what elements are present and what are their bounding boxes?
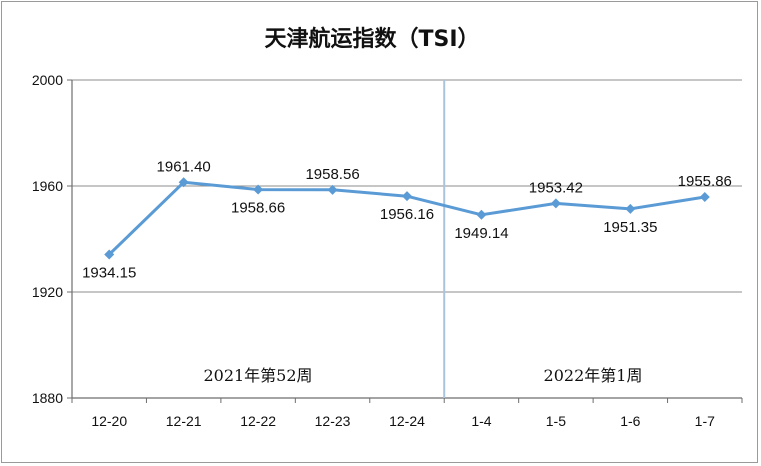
gridlines bbox=[72, 79, 742, 293]
period-label-2021-w52: 2021年第52周 bbox=[203, 366, 312, 385]
chart-title: 天津航运指数（TSI） bbox=[264, 26, 479, 52]
data-label-12-22: 1958.66 bbox=[231, 200, 285, 217]
data-label-1-5: 1953.42 bbox=[529, 179, 583, 196]
x-tick-label-1-7: 1-7 bbox=[695, 413, 715, 429]
y-tick-label-1920: 1920 bbox=[32, 284, 63, 300]
data-point-1-5 bbox=[550, 198, 561, 209]
axes bbox=[67, 79, 743, 403]
data-label-1-6: 1951.35 bbox=[603, 219, 657, 236]
data-point-1-4 bbox=[476, 209, 487, 220]
data-label-1-7: 1955.86 bbox=[678, 173, 732, 190]
y-tick-label-1880: 1880 bbox=[32, 390, 63, 406]
data-label-12-21: 1961.40 bbox=[157, 158, 211, 175]
y-tick-labels: 1880 1920 1960 2000 bbox=[32, 72, 63, 406]
data-point-12-20 bbox=[104, 249, 115, 260]
data-label-12-20: 1934.15 bbox=[82, 265, 136, 282]
series bbox=[104, 177, 710, 260]
data-label-1-4: 1949.14 bbox=[454, 225, 508, 242]
y-tick-label-2000: 2000 bbox=[32, 72, 63, 88]
x-tick-label-12-20: 12-20 bbox=[91, 413, 127, 429]
data-point-12-21 bbox=[178, 177, 189, 188]
x-tick-labels: 12-20 12-21 12-22 12-23 12-24 1-4 1-5 1-6 1-7 bbox=[91, 413, 715, 429]
x-tick-label-1-4: 1-4 bbox=[471, 413, 491, 429]
data-point-1-7 bbox=[699, 191, 710, 202]
data-label-12-24: 1956.16 bbox=[380, 206, 434, 223]
x-tick-label-1-6: 1-6 bbox=[620, 413, 640, 429]
data-point-1-6 bbox=[625, 203, 636, 214]
x-tick-label-12-22: 12-22 bbox=[240, 413, 276, 429]
x-tick-label-1-5: 1-5 bbox=[546, 413, 566, 429]
x-tick-label-12-23: 12-23 bbox=[315, 413, 351, 429]
x-tick-label-12-21: 12-21 bbox=[166, 413, 202, 429]
data-point-12-23 bbox=[327, 184, 338, 195]
y-tick-label-1960: 1960 bbox=[32, 178, 63, 194]
data-point-12-22 bbox=[253, 184, 264, 195]
data-point-12-24 bbox=[402, 191, 412, 202]
period-label-2022-w1: 2022年第1周 bbox=[544, 366, 643, 385]
x-tick-label-12-24: 12-24 bbox=[389, 413, 425, 429]
data-label-12-23: 1958.56 bbox=[305, 166, 359, 183]
data-labels: 1934.15 1961.40 1958.66 1958.56 1956.16 1949.… bbox=[82, 158, 732, 281]
period-labels: 2021年第52周 2022年第1周 bbox=[203, 366, 642, 385]
